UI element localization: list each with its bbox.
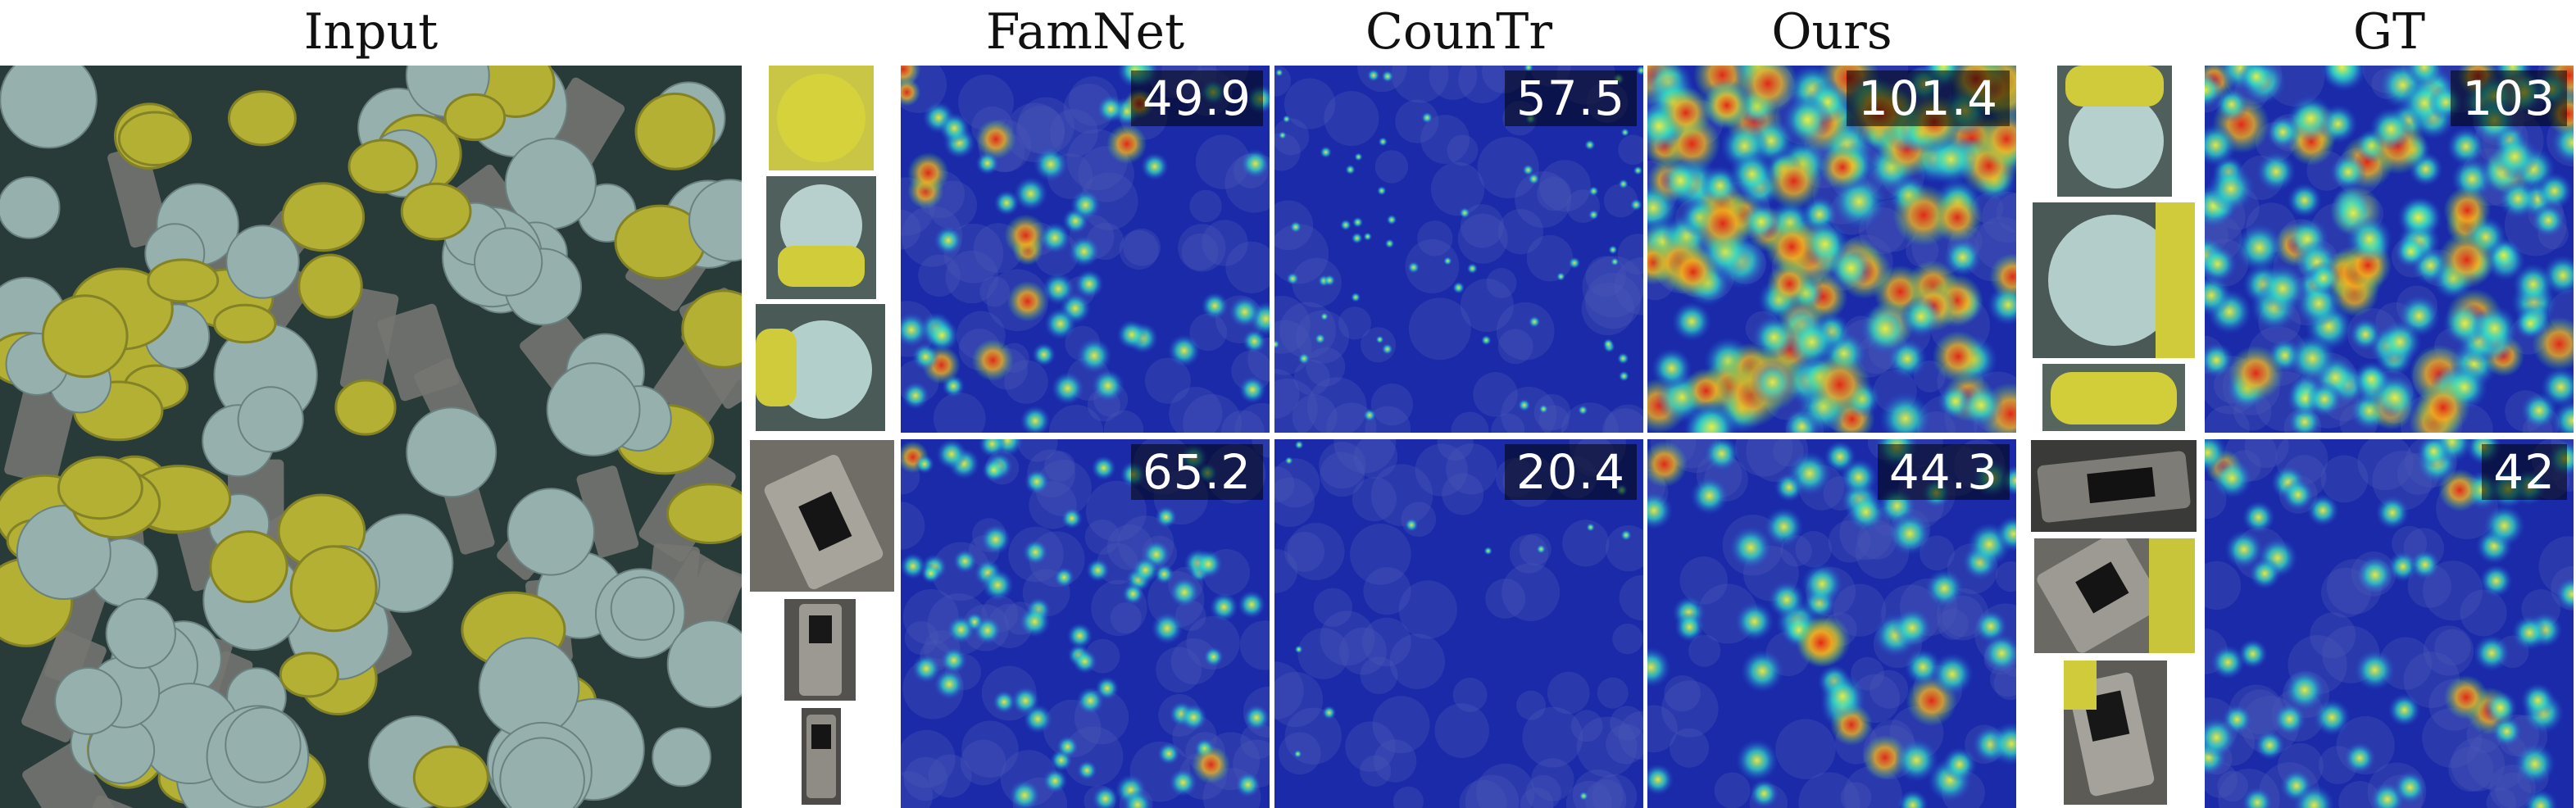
exemplar-crop	[753, 302, 888, 434]
exemplar-crop	[782, 597, 858, 703]
count-label: 44.3	[1877, 444, 2010, 500]
countr-heatmap-row2: 20.4	[1274, 439, 1643, 808]
ours-heatmap-row2: 44.3	[1647, 439, 2016, 808]
exemplar-crop	[764, 174, 879, 302]
title-input: Input	[303, 3, 438, 61]
countr-heatmap-row1: 57.5	[1274, 66, 1643, 433]
exemplar-crop	[2032, 536, 2197, 656]
count-label: 103	[2451, 70, 2567, 126]
exemplar-crop	[747, 438, 897, 594]
famnet-heatmap-row1: 49.9	[901, 66, 1270, 433]
gt-heatmap-row1: 103	[2205, 66, 2574, 433]
count-label: 65.2	[1130, 444, 1263, 500]
exemplar-crop	[2040, 361, 2188, 434]
title-gt: GT	[2353, 3, 2425, 61]
title-famnet: FamNet	[985, 3, 1185, 61]
title-countr: CounTr	[1365, 3, 1553, 61]
count-label: 57.5	[1504, 70, 1637, 126]
count-label: 20.4	[1504, 444, 1637, 500]
input-image	[0, 66, 742, 808]
exemplar-crop	[766, 63, 876, 173]
ours-heatmap-row1: 101.4	[1647, 66, 2016, 433]
title-ours: Ours	[1771, 3, 1892, 61]
exemplar-crop	[2055, 63, 2174, 199]
exemplar-crop	[2029, 438, 2199, 534]
input-scene-drawing	[0, 66, 742, 808]
gt-heatmap-row2: 42	[2205, 439, 2574, 808]
exemplar-crop	[2061, 658, 2169, 807]
exemplar-crop	[2030, 200, 2197, 361]
famnet-heatmap-row2: 65.2	[901, 439, 1270, 808]
exemplar-crop	[799, 706, 843, 807]
count-label: 49.9	[1130, 70, 1263, 126]
count-label: 101.4	[1846, 70, 2010, 126]
count-label: 42	[2482, 444, 2567, 500]
